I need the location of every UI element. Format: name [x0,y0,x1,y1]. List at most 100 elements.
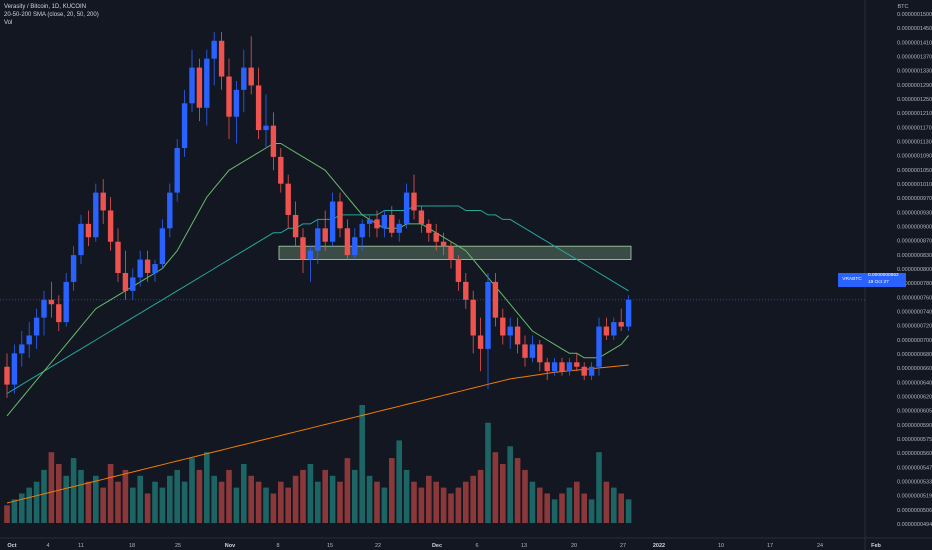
candle-body[interactable] [529,344,536,358]
symbol-title[interactable]: Verasity / Bitcoin, 1D, KUCOIN [4,4,87,10]
candle-body[interactable] [189,67,195,104]
candle-body[interactable] [307,250,314,260]
candle-body[interactable] [366,219,373,224]
candle-body[interactable] [107,210,114,242]
candle-body[interactable] [574,362,580,367]
candle-body[interactable] [544,362,550,372]
volume-bar [307,464,314,523]
candle-body[interactable] [448,246,454,260]
candle-body[interactable] [559,362,565,372]
candle-body[interactable] [315,228,321,251]
candle-body[interactable] [625,299,632,327]
candle-body[interactable] [4,366,10,385]
candle-body[interactable] [144,259,151,273]
candle-body[interactable] [566,362,573,372]
candle-body[interactable] [204,58,210,108]
candle-body[interactable] [63,281,69,323]
candle-body[interactable] [500,317,506,336]
candle-body[interactable] [19,344,25,354]
candle-body[interactable] [522,344,528,358]
candle-body[interactable] [78,223,84,256]
candle-body[interactable] [181,103,188,148]
candle-body[interactable] [278,156,284,184]
candle-body[interactable] [233,89,240,117]
candle-body[interactable] [85,223,92,238]
candle-body[interactable] [241,67,247,90]
volume-bar [248,475,254,523]
candle-body[interactable] [514,326,521,345]
candle-body[interactable] [455,259,462,282]
candle-body[interactable] [100,192,106,211]
price-axis-tick: 0.0000000620 [897,395,932,401]
sma-indicator-label[interactable]: 20-50-200 SMA (close, 20, 50, 200) [4,12,99,18]
candle-body[interactable] [270,125,277,157]
candle-body[interactable] [130,277,136,291]
candle-body[interactable] [248,67,254,86]
price-axis-tick: 0.0000001050 [897,168,932,174]
candle-body[interactable] [285,183,291,215]
candle-body[interactable] [337,201,343,229]
candle-body[interactable] [359,223,365,238]
volume-bar [115,481,121,523]
candle-body[interactable] [537,344,543,363]
candle-body[interactable] [122,272,129,291]
candle-body[interactable] [463,281,469,300]
candle-body[interactable] [618,322,624,327]
candle-body[interactable] [485,281,491,349]
sma200-line [6,364,629,504]
candle-body[interactable] [159,228,166,265]
candle-body[interactable] [403,192,410,224]
candle-body[interactable] [551,362,558,372]
candle-body[interactable] [470,299,476,336]
price-axis-tick: 0.0000001010 [897,182,932,188]
candle-body[interactable] [352,237,358,256]
candle-body[interactable] [263,125,269,131]
candle-body[interactable] [41,299,47,318]
volume-bar [26,487,32,523]
candle-body[interactable] [433,232,439,242]
candle-body[interactable] [48,299,55,305]
candle-body[interactable] [167,192,173,229]
candle-body[interactable] [507,326,513,336]
candle-body[interactable] [93,192,99,238]
candle-body[interactable] [344,228,351,256]
candle-body[interactable] [588,366,595,376]
candle-body[interactable] [292,214,299,238]
candle-body[interactable] [477,335,484,349]
candle-body[interactable] [411,192,417,211]
candle-body[interactable] [329,201,336,242]
candle-body[interactable] [440,241,447,247]
candle-body[interactable] [137,259,143,278]
candle-body[interactable] [226,76,232,117]
candle-body[interactable] [255,85,262,131]
candle-body[interactable] [70,255,77,282]
candle-body[interactable] [174,147,180,193]
candle-body[interactable] [581,366,587,376]
candle-body[interactable] [152,264,158,273]
price-axis-tick: 0.0000000740 [897,310,932,316]
candle-body[interactable] [211,40,217,59]
candle-body[interactable] [596,326,602,367]
candle-body[interactable] [426,223,432,233]
candle-body[interactable] [26,335,32,345]
candle-body[interactable] [389,214,395,233]
candle-body[interactable] [322,228,328,242]
candle-body[interactable] [56,304,62,323]
candle-body[interactable] [492,281,499,318]
candle-body[interactable] [418,210,425,224]
candle-body[interactable] [11,353,18,385]
candle-body[interactable] [396,223,402,233]
support-resistance-zone[interactable] [278,245,632,260]
volume-indicator-label[interactable]: Vol [4,20,13,26]
candle-body[interactable] [218,40,225,77]
candle-body[interactable] [300,237,306,260]
candle-body[interactable] [33,317,40,336]
candle-body[interactable] [115,241,121,273]
candle-body[interactable] [611,322,617,336]
candle-body[interactable] [381,214,388,229]
candle-body[interactable] [603,326,610,336]
candle-body[interactable] [196,67,203,108]
price-axis-tick: 0.0000000660 [897,366,932,372]
candle-body[interactable] [374,219,380,229]
